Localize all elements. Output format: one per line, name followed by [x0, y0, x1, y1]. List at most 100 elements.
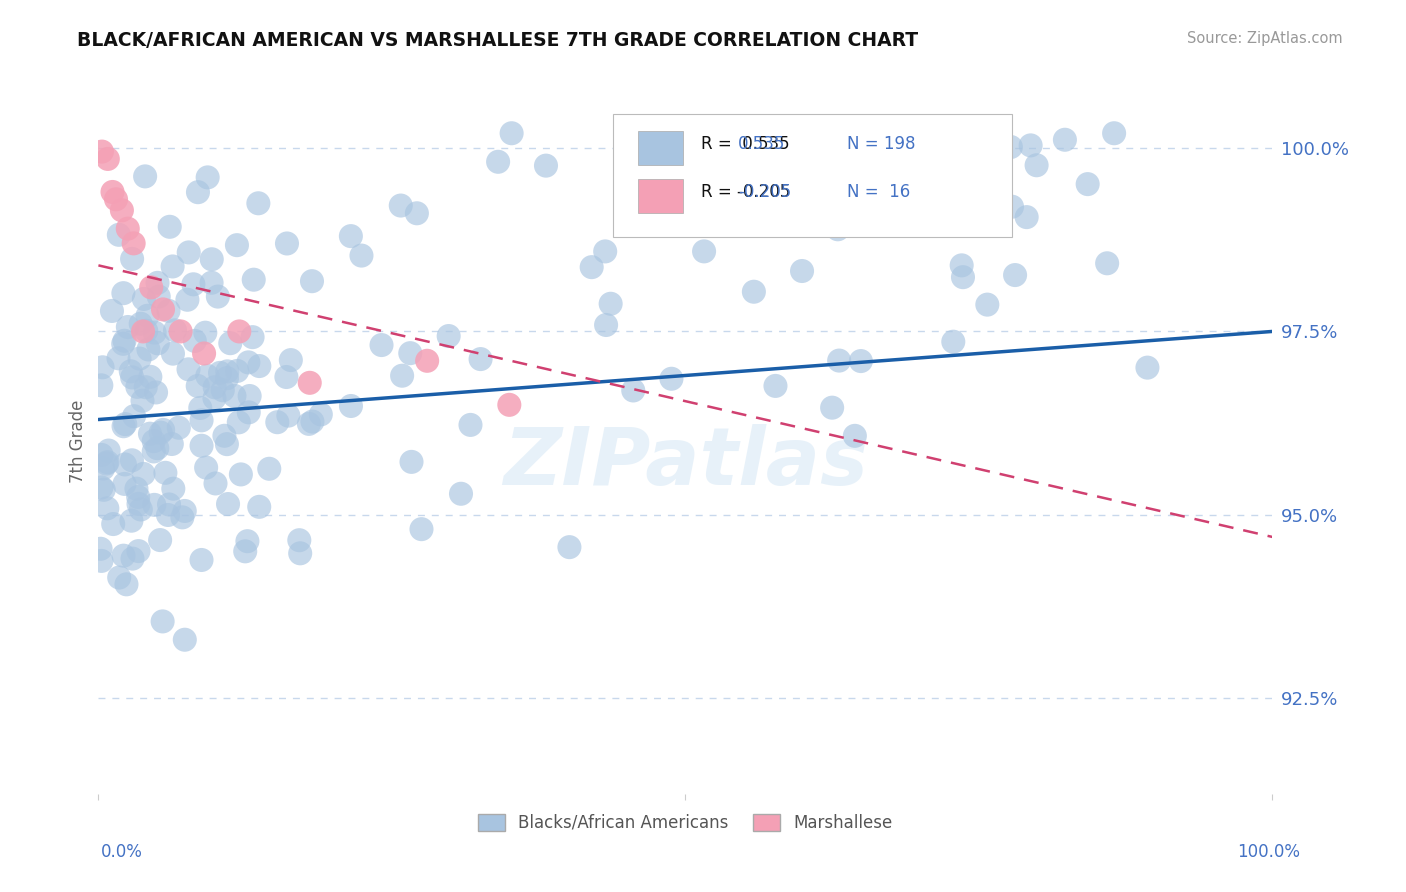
Point — [1015, 210, 1038, 224]
Point — [661, 372, 683, 386]
Legend: Blacks/African Americans, Marshallese: Blacks/African Americans, Marshallese — [471, 807, 900, 838]
Point — [114, 458, 136, 472]
Point — [1053, 133, 1076, 147]
Point — [242, 273, 264, 287]
Point — [194, 326, 217, 340]
Point — [815, 145, 838, 159]
Point — [112, 419, 135, 434]
Point — [190, 439, 212, 453]
Point — [821, 401, 844, 415]
Point — [259, 462, 281, 476]
Point — [132, 467, 155, 481]
Point — [247, 500, 270, 514]
Point — [121, 453, 143, 467]
Point — [96, 501, 118, 516]
Text: R =  0.535: R = 0.535 — [700, 135, 789, 153]
Point — [115, 577, 138, 591]
Text: 0.0%: 0.0% — [101, 843, 143, 861]
Point — [219, 336, 242, 351]
Point — [108, 227, 131, 242]
Point — [844, 429, 866, 443]
Point — [176, 293, 198, 307]
Text: BLACK/AFRICAN AMERICAN VS MARSHALLESE 7TH GRADE CORRELATION CHART: BLACK/AFRICAN AMERICAN VS MARSHALLESE 7T… — [77, 31, 918, 50]
Point — [391, 368, 413, 383]
Point — [201, 252, 224, 267]
Point — [143, 326, 166, 340]
Y-axis label: 7th Grade: 7th Grade — [69, 400, 87, 483]
Point — [129, 502, 152, 516]
Point — [135, 380, 157, 394]
Point — [91, 461, 114, 475]
Point — [215, 371, 238, 385]
Point — [1025, 158, 1047, 172]
Point — [498, 398, 520, 412]
Point — [664, 129, 686, 144]
Point — [370, 338, 392, 352]
Point — [139, 426, 162, 441]
Point — [226, 364, 249, 378]
Point — [183, 277, 205, 292]
Point — [1001, 200, 1024, 214]
Point — [195, 460, 218, 475]
Point — [776, 204, 799, 219]
Point — [1102, 126, 1125, 140]
Point — [155, 466, 177, 480]
Point — [146, 441, 169, 455]
Point — [139, 369, 162, 384]
Point — [187, 379, 209, 393]
Point — [217, 497, 239, 511]
Point — [90, 554, 112, 568]
Point — [276, 370, 298, 384]
Point — [149, 533, 172, 547]
Point — [763, 126, 786, 140]
Point — [149, 425, 172, 440]
Point — [593, 244, 616, 259]
Point — [340, 229, 363, 244]
Text: R = -0.205: R = -0.205 — [700, 183, 790, 201]
Point — [389, 198, 412, 212]
Point — [247, 359, 270, 373]
Point — [159, 219, 181, 234]
Point — [152, 423, 174, 437]
Point — [309, 408, 332, 422]
Point — [981, 189, 1004, 203]
Point — [277, 409, 299, 423]
Point — [195, 368, 218, 383]
Point — [134, 169, 156, 184]
Point — [177, 245, 200, 260]
Point — [163, 323, 186, 337]
Point — [114, 477, 136, 491]
Point — [173, 504, 195, 518]
Point — [879, 126, 901, 140]
Point — [226, 238, 249, 252]
Point — [266, 415, 288, 429]
Point — [406, 206, 429, 220]
Point — [204, 391, 226, 405]
Point — [143, 498, 166, 512]
Point — [120, 364, 142, 378]
Point — [950, 258, 973, 272]
Point — [228, 415, 250, 429]
Point — [242, 330, 264, 344]
Point — [790, 264, 813, 278]
Point — [173, 632, 195, 647]
Point — [96, 455, 118, 469]
Point — [152, 302, 174, 317]
Point — [105, 192, 128, 206]
Point — [101, 185, 124, 199]
Point — [152, 615, 174, 629]
Point — [288, 533, 311, 548]
Point — [765, 379, 787, 393]
FancyBboxPatch shape — [638, 178, 683, 212]
Point — [127, 380, 149, 394]
Point — [229, 467, 252, 482]
Text: -0.205: -0.205 — [738, 183, 792, 201]
Point — [141, 280, 163, 294]
Point — [224, 389, 246, 403]
Point — [842, 145, 865, 159]
Point — [90, 541, 112, 556]
Point — [122, 409, 145, 424]
Point — [970, 215, 993, 229]
Point — [145, 385, 167, 400]
Point — [208, 366, 231, 380]
